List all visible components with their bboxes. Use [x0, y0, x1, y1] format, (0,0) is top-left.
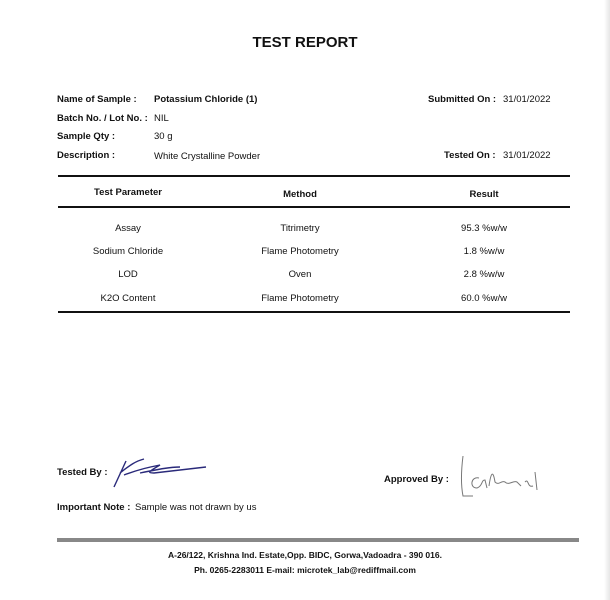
batch-label: Batch No. / Lot No. : [57, 113, 148, 124]
submitted-value: 31/01/2022 [503, 94, 551, 105]
approved-by-label: Approved By : [384, 474, 449, 485]
qty-value: 30 g [154, 131, 173, 142]
cell-result: 95.3 %w/w [461, 223, 507, 234]
cell-method: Flame Photometry [261, 246, 339, 257]
submitted-label: Submitted On : [428, 94, 497, 105]
table-bottom-rule [58, 311, 570, 313]
note-label: Important Note : [57, 502, 131, 513]
qty-label: Sample Qty : [57, 131, 116, 142]
tested-label: Tested On : [444, 150, 496, 161]
batch-value: NIL [154, 113, 169, 124]
approved-by-signature [461, 455, 538, 497]
cell-method: Oven [288, 269, 312, 280]
cell-result: 1.8 %w/w [463, 246, 505, 257]
page-title: TEST REPORT [252, 34, 358, 51]
desc-value: White Crystalline Powder [154, 151, 261, 162]
footer-address: A-26/122, Krishna Ind. Estate,Opp. BIDC,… [168, 550, 442, 560]
cell-method: Flame Photometry [261, 293, 339, 304]
name-label: Name of Sample : [57, 94, 137, 105]
cell-parameter: Assay [115, 223, 141, 234]
header-result: Result [469, 189, 499, 200]
header-method: Method [283, 189, 317, 200]
footer-rule [57, 538, 579, 542]
cell-result: 2.8 %w/w [463, 269, 505, 280]
cell-method: Titrimetry [280, 223, 320, 234]
table-header-rule [58, 206, 570, 208]
cell-parameter: Sodium Chloride [92, 246, 164, 257]
cell-result: 60.0 %w/w [461, 293, 507, 304]
cell-parameter: K2O Content [100, 293, 156, 304]
tested-by-label: Tested By : [57, 467, 108, 478]
header-parameter: Test Parameter [94, 187, 162, 198]
desc-label: Description : [57, 150, 116, 161]
table-top-rule [58, 175, 570, 177]
page-edge-shadow [604, 0, 610, 600]
note-value: Sample was not drawn by us [135, 502, 257, 513]
footer-contact: Ph. 0265-2283011 E-mail: microtek_lab@re… [194, 565, 416, 575]
cell-parameter: LOD [118, 269, 138, 280]
tested-value: 31/01/2022 [503, 150, 551, 161]
tested-by-signature [113, 458, 207, 488]
name-value: Potassium Chloride (1) [154, 94, 258, 105]
